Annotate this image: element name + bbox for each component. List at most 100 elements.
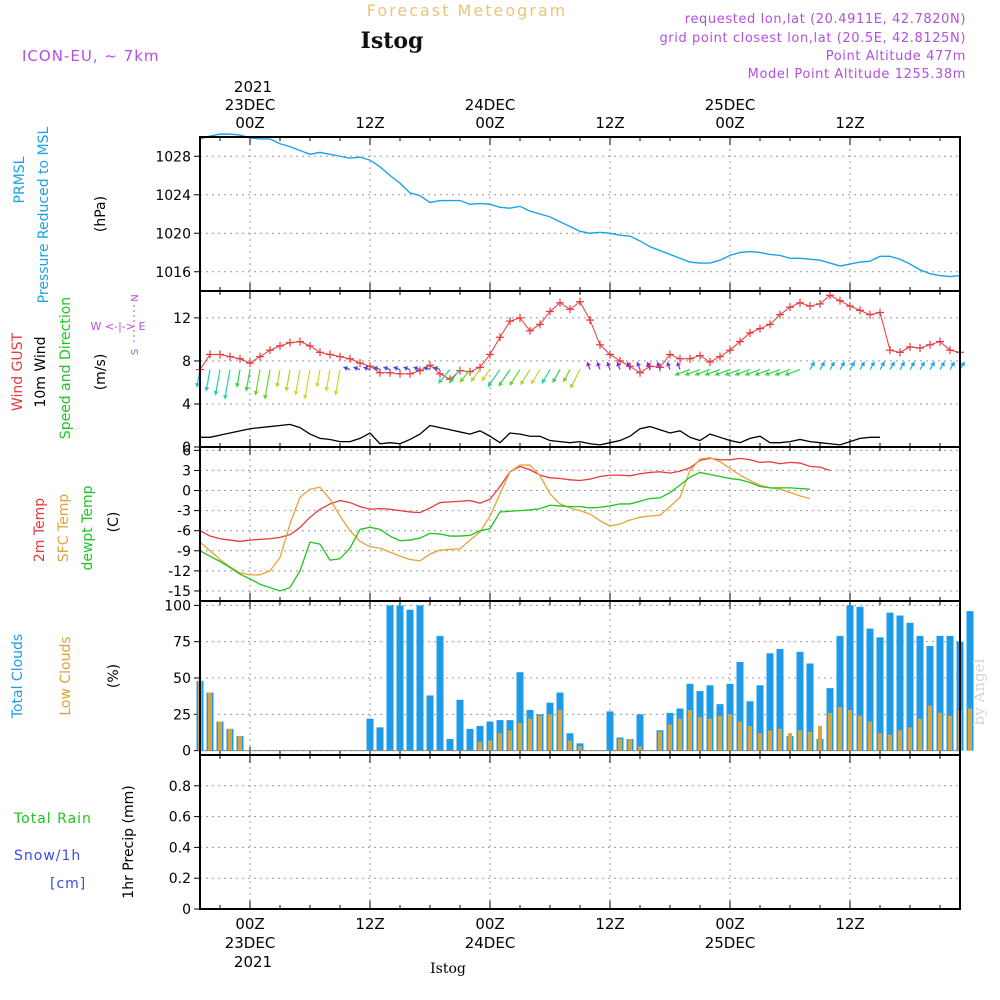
wind-arrow-head	[487, 382, 493, 387]
gust-line	[199, 294, 961, 380]
low-cloud-bar	[558, 709, 562, 751]
wind-arrow-head	[880, 361, 885, 367]
total-cloud-bar	[486, 721, 494, 751]
wind-arrow-head	[333, 390, 339, 396]
bottom-year: 2021	[234, 953, 272, 971]
temperature-ytick-label: 3	[182, 463, 191, 479]
total-cloud-bar	[846, 605, 854, 751]
wind-arrow-head	[910, 361, 915, 367]
bottom-date-label: 23DEC	[225, 934, 276, 952]
wind-arrow-head	[930, 361, 935, 367]
top-date-label: 24DEC	[465, 96, 516, 114]
wind-frame	[199, 290, 961, 448]
low-cloud-bar	[228, 728, 232, 751]
wind-arrow-head	[449, 378, 454, 383]
total-cloud-bar	[396, 605, 404, 751]
wind-arrow-head	[373, 366, 379, 371]
pressure-ytick-label: 1028	[155, 149, 191, 165]
wind-arrow-head	[724, 371, 730, 376]
speed-dir-label: Speed and Direction	[58, 297, 74, 439]
total-cloud-bar	[906, 622, 914, 751]
pressure-panel: 1016 1020 1024 1028	[155, 133, 961, 292]
wind10-label: 10m Wind	[33, 336, 49, 407]
wind-arrow-head	[820, 361, 825, 367]
wind-arrow-head	[784, 371, 790, 376]
wind-arrow	[214, 369, 221, 396]
low-cloud-bar	[968, 708, 972, 751]
temperature-ytick-label: -9	[177, 544, 191, 560]
total-cloud-bar	[926, 646, 934, 751]
wind-arrow-head	[810, 361, 815, 367]
wind-arrow-head	[940, 361, 945, 367]
low-cloud-bar	[788, 733, 792, 751]
pressure-unit: (hPa)	[93, 196, 109, 232]
wind-arrow	[294, 369, 301, 396]
low-cloud-bar	[208, 692, 212, 751]
bottom-hour-label: 00Z	[235, 915, 264, 933]
low-cloud-bar	[548, 714, 552, 751]
point-altitude: Point Altitude 477m	[826, 49, 966, 64]
total-cloud-bar	[966, 611, 974, 751]
low-cloud-bar	[818, 725, 822, 751]
wind-arrow-head	[586, 362, 591, 367]
wind-arrow-head	[676, 362, 681, 367]
wind-arrow-head	[674, 371, 680, 376]
wind-arrow-head	[626, 362, 631, 367]
total-cloud-bar	[406, 609, 414, 751]
total-cloud-bar	[606, 711, 614, 751]
low-cloud-bar	[858, 715, 862, 751]
total-cloud-bar	[446, 739, 454, 751]
low-cloud-bar	[538, 715, 542, 751]
gridpoint-coords: grid point closest lon,lat (20.5E, 42.81…	[659, 31, 966, 46]
wind-arrow	[224, 369, 231, 400]
wind-arrow-head	[324, 386, 330, 392]
wind-arrow-head	[744, 371, 750, 376]
total-cloud-bar	[386, 605, 394, 751]
total-cloud-bar	[376, 727, 384, 751]
low-cloud-bar	[748, 725, 752, 751]
total-cloud-bar	[756, 685, 764, 751]
total-cloud-bar	[766, 653, 774, 751]
low-cloud-bar	[638, 746, 642, 751]
low-cloud-bar	[938, 712, 942, 751]
wind-arrow	[264, 369, 271, 400]
low-cloud-bar	[498, 733, 502, 751]
wind-ytick-label: 0	[182, 440, 191, 456]
wind-arrow-head	[413, 366, 419, 371]
low-cloud-bar	[628, 739, 632, 751]
pressure-frame	[199, 136, 961, 292]
low-cloud-bar	[618, 739, 622, 751]
low-cloud-bar	[658, 731, 662, 751]
wind-arrow-head	[920, 361, 925, 367]
dewpt-line	[199, 471, 811, 592]
wind-arrow-head	[235, 382, 241, 388]
top-date-label: 23DEC	[225, 96, 276, 114]
temperature-ytick-label: -3	[177, 504, 191, 520]
low-cloud-bar	[928, 705, 932, 751]
wind-arrow-head	[656, 362, 661, 367]
low-cloud-bar	[898, 730, 902, 751]
temperature-ytick-label: -6	[177, 524, 191, 540]
low-clouds-label: Low Clouds	[58, 636, 74, 715]
low-cloud-bar	[798, 730, 802, 751]
wind-panel: 0 4 8 12	[173, 290, 966, 456]
low-cloud-bar	[918, 718, 922, 751]
low-cloud-bar	[688, 709, 692, 751]
temperature-ytick-label: 6	[182, 443, 191, 459]
total-cloud-bar	[916, 635, 924, 751]
total-clouds-label: Total Clouds	[10, 634, 26, 719]
dewpt-label: dewpt Temp	[80, 485, 96, 570]
wind-arrow-head	[275, 382, 281, 388]
wind-arrow-head	[293, 390, 299, 396]
precipitation-ytick-label: 0	[182, 902, 191, 918]
bottom-hour-label: 12Z	[595, 915, 624, 933]
pressure-ytick-label: 1020	[155, 226, 191, 242]
wind-arrow-head	[263, 394, 268, 400]
low-cloud-bar	[728, 714, 732, 751]
compass-n: N	[130, 294, 141, 301]
rain-label: Total Rain	[13, 811, 92, 827]
bottom-date-label: 25DEC	[705, 934, 756, 952]
low-cloud-bar	[778, 728, 782, 751]
pressure-long-label: Pressure Reduced to MSL	[36, 126, 52, 303]
